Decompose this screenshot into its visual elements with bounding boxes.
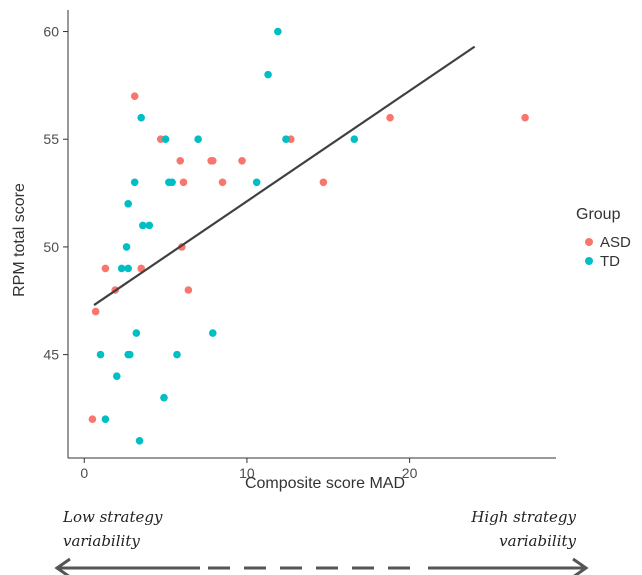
data-point-asd xyxy=(238,156,246,165)
data-point-td xyxy=(160,393,168,402)
data-point-td xyxy=(139,221,147,230)
y-tick-label: 55 xyxy=(43,131,59,147)
data-point-td xyxy=(126,350,134,359)
legend-marker-asd xyxy=(585,238,593,246)
data-point-td xyxy=(122,243,131,251)
data-point-td xyxy=(168,178,176,187)
data-point-td xyxy=(208,329,217,337)
annotation-left-line2: variability xyxy=(63,532,140,550)
y-tick-label: 50 xyxy=(43,239,59,255)
data-point-asd xyxy=(208,156,217,165)
data-point-td xyxy=(282,135,290,144)
data-point-td xyxy=(96,350,105,359)
plot-area: 0 10 20 45 50 55 60 xyxy=(43,10,556,481)
data-point-asd xyxy=(319,178,328,187)
legend-label-asd: ASD xyxy=(600,234,631,251)
data-point-td xyxy=(124,264,132,273)
data-point-td xyxy=(145,221,154,230)
data-point-asd xyxy=(88,415,97,424)
x-axis-title: Composite score MAD xyxy=(245,475,405,492)
data-point-td xyxy=(135,436,144,445)
data-point-asd xyxy=(137,264,145,273)
variability-arrow xyxy=(54,557,589,575)
data-point-asd xyxy=(386,113,394,122)
annotation-left-line1: Low strategy xyxy=(62,508,163,526)
arrow-head-right xyxy=(572,557,589,575)
data-point-td xyxy=(124,200,132,208)
annotation-right-line1: High strategy xyxy=(470,508,576,526)
data-point-td xyxy=(130,178,139,187)
x-tick-label: 10 xyxy=(239,465,255,481)
y-tick-label: 45 xyxy=(43,347,59,363)
data-point-td xyxy=(161,135,170,144)
x-tick-label: 20 xyxy=(402,465,418,481)
data-point-td xyxy=(274,27,282,36)
data-point-td xyxy=(194,135,202,144)
data-point-td xyxy=(173,350,181,359)
legend-label-td: TD xyxy=(600,253,620,270)
data-point-td xyxy=(252,178,261,187)
data-point-asd xyxy=(521,113,529,122)
annotation-right-line2: variability xyxy=(499,532,576,550)
data-point-asd xyxy=(130,92,139,100)
data-point-td xyxy=(117,264,126,273)
data-point-asd xyxy=(91,307,100,316)
x-tick-label: 0 xyxy=(80,465,88,481)
data-point-asd xyxy=(184,286,193,294)
data-point-asd xyxy=(218,178,227,187)
data-point-td xyxy=(101,415,110,424)
data-point-td xyxy=(350,135,359,144)
data-point-td xyxy=(132,329,141,337)
y-tick-label: 60 xyxy=(43,24,59,40)
data-point-td xyxy=(264,70,272,79)
data-point-asd xyxy=(176,156,185,165)
data-point-asd xyxy=(101,264,110,273)
trend-line xyxy=(93,45,476,306)
data-point-asd xyxy=(179,178,188,187)
arrow-head-left xyxy=(54,557,71,575)
legend: Group ASD TD xyxy=(576,206,631,270)
legend-marker-td xyxy=(585,257,593,265)
data-point-td xyxy=(137,113,145,122)
legend-title: Group xyxy=(576,206,621,223)
y-axis-title: RPM total score xyxy=(11,183,28,297)
data-point-td xyxy=(113,372,121,380)
strategy-annotation: Low strategy variability High strategy v… xyxy=(54,508,589,575)
